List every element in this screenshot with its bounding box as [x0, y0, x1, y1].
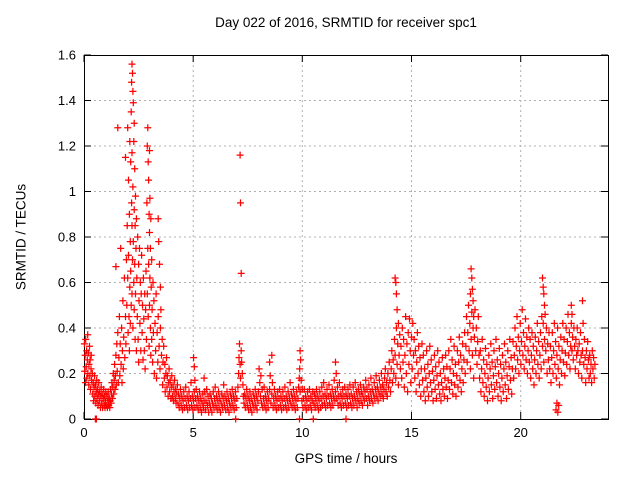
- y-tick-label: 0.8: [58, 230, 76, 245]
- x-tick-label: 5: [190, 425, 197, 440]
- data-points: [80, 60, 599, 423]
- grid-lines: [84, 55, 608, 419]
- y-tick-label: 1.6: [58, 48, 76, 63]
- y-tick-label: 1.4: [58, 93, 76, 108]
- x-tick-label: 15: [404, 425, 418, 440]
- y-tick-label: 0.2: [58, 366, 76, 381]
- y-tick-label: 0.4: [58, 321, 76, 336]
- y-tick-label: 0.6: [58, 275, 76, 290]
- y-tick-label: 1.2: [58, 139, 76, 154]
- x-tick-label: 10: [295, 425, 309, 440]
- chart-title: Day 022 of 2016, SRMTID for receiver spc…: [215, 15, 477, 30]
- x-axis-label: GPS time / hours: [294, 451, 398, 466]
- x-tick-label: 20: [513, 425, 527, 440]
- x-tick-label: 0: [80, 425, 87, 440]
- y-tick-label: 1: [69, 184, 76, 199]
- y-tick-label: 0: [69, 412, 76, 427]
